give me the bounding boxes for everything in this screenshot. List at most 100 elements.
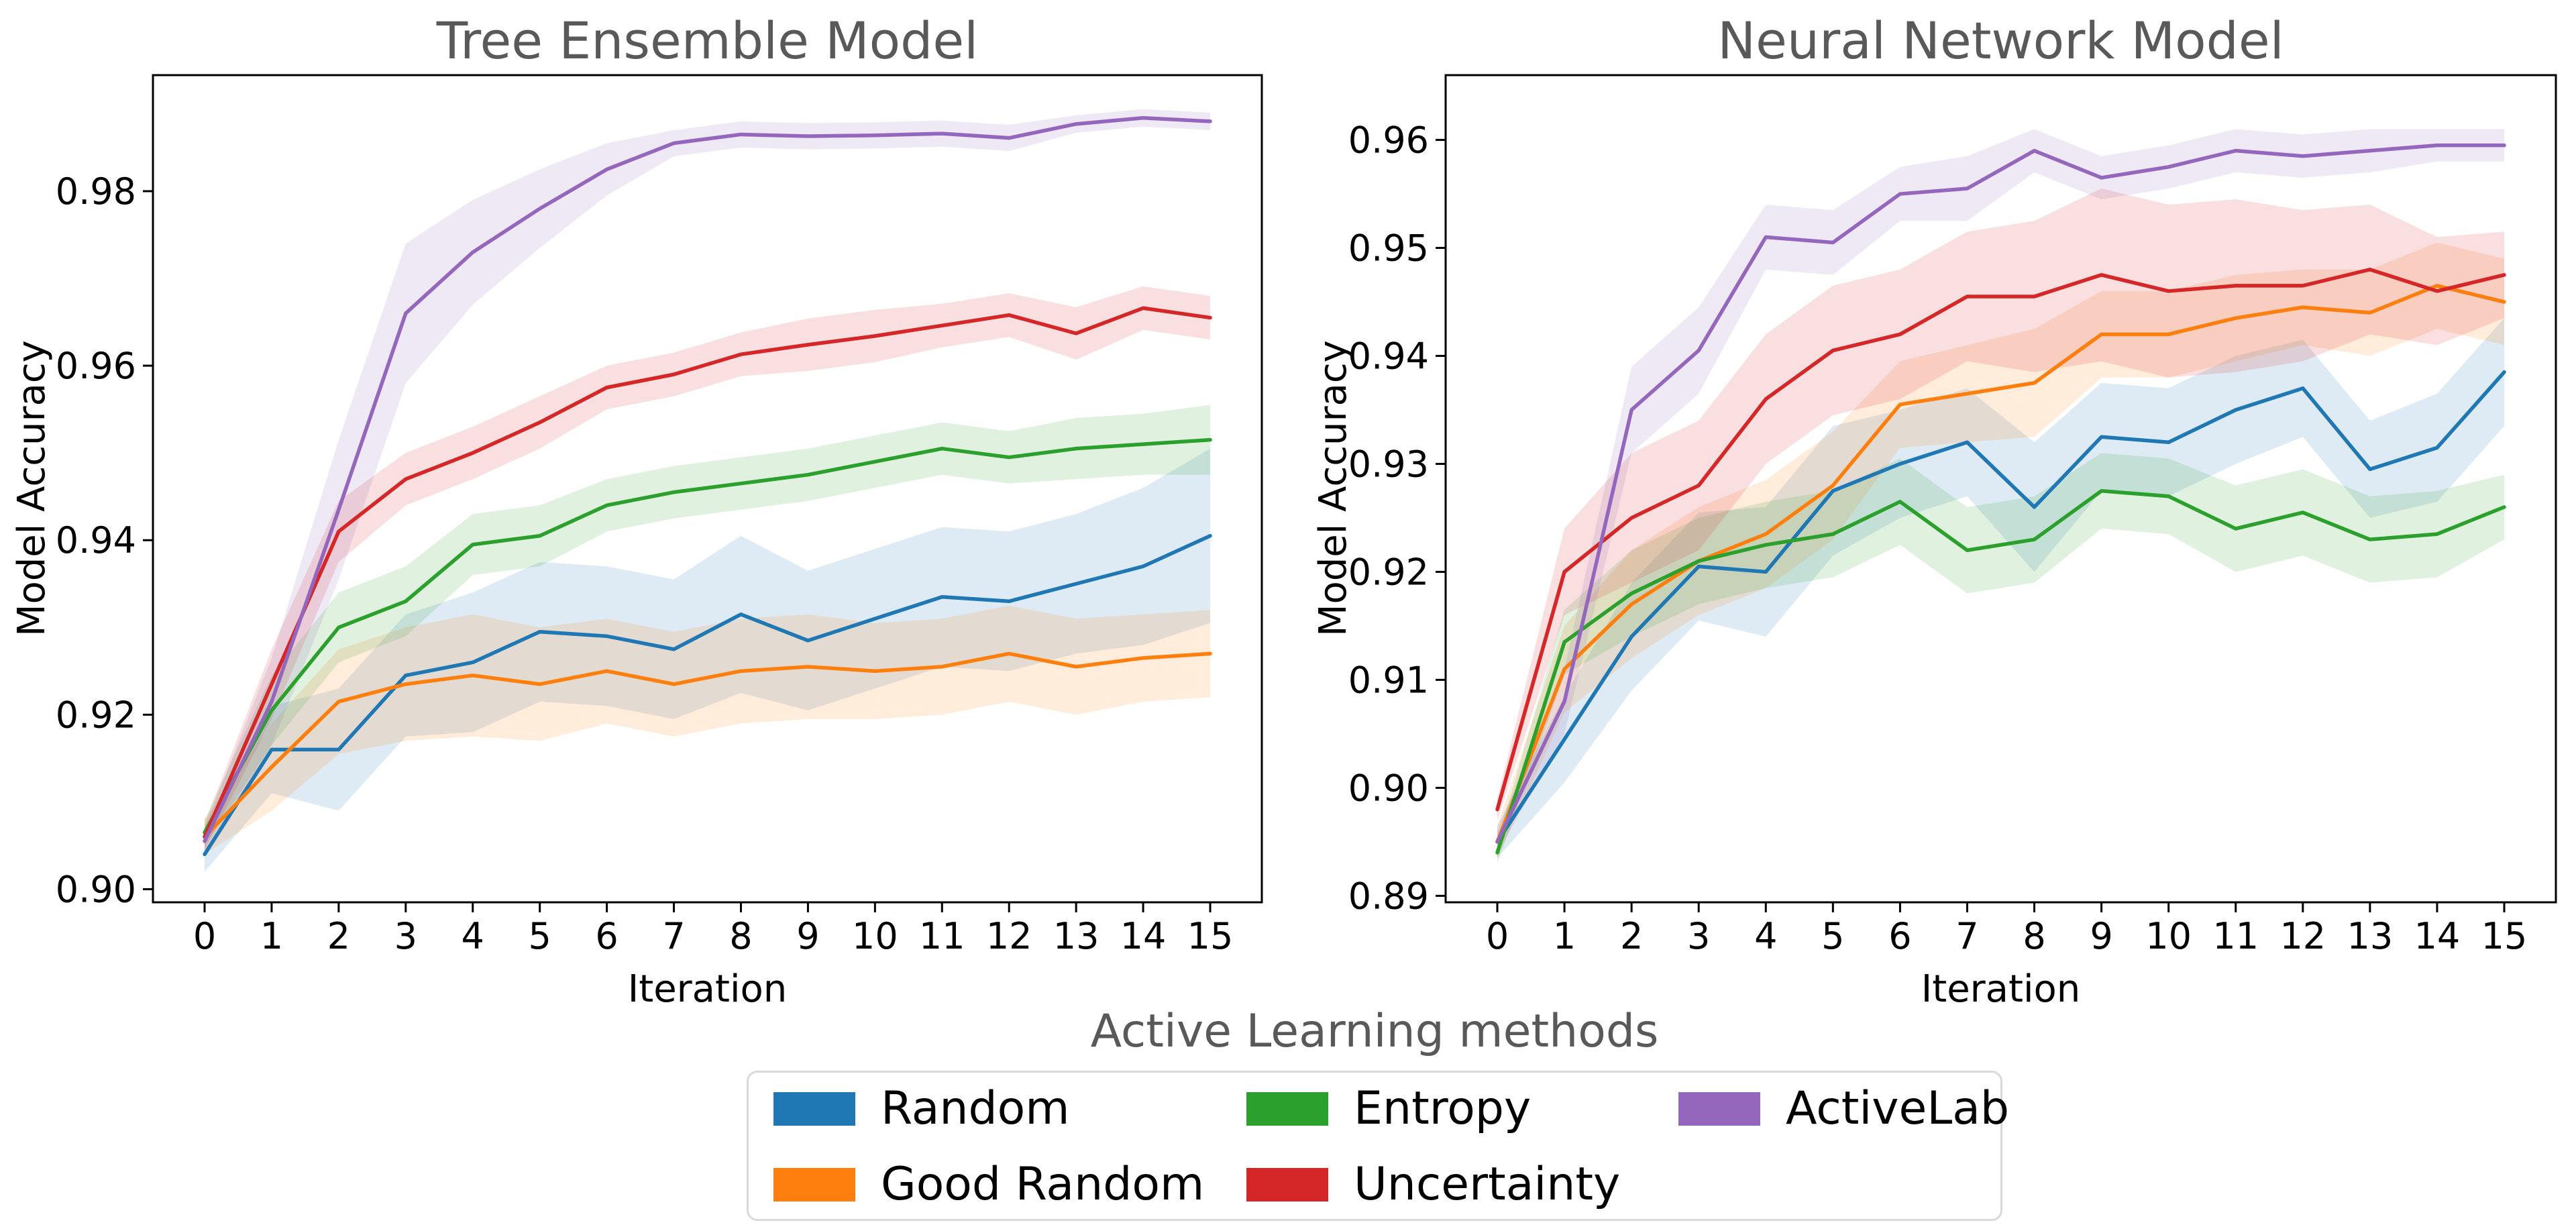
legend-item-label: Entropy [1354,1082,1532,1135]
x-tick-label: 4 [462,915,484,957]
axes-frame [152,74,1263,904]
x-axis-label-right: Iteration [1921,967,2081,1011]
legend-box: Random Good Random Entropy Uncertainty A… [747,1071,2009,1221]
y-tick-label: 0.94 [1348,335,1429,378]
x-tick-label: 15 [1187,915,1234,957]
x-tick-label: 13 [2347,915,2394,957]
x-tick-label: 10 [2145,915,2192,957]
line-good-random [203,651,1212,839]
activelab-swatch [1678,1092,1760,1126]
y-axis-label-left: Model Accuracy [10,340,54,637]
y-tick-label: 0.90 [1348,767,1429,809]
x-tick-label: 2 [1620,915,1643,957]
axes-right: 0 1 2 3 4 5 6 7 8 9 10 11 12 13 14 150.890.900.910.920.… [1348,74,2557,957]
legend-column-1: Random Good Random [773,1082,1205,1211]
x-tick-label: 9 [796,915,819,957]
x-tick-label: 1 [1553,915,1576,957]
x-tick-label: 9 [2090,915,2112,957]
x-tick-label: 3 [1687,915,1710,957]
x-tick-label: 6 [595,915,618,957]
axes-frame [1444,74,2557,904]
x-tick-label: 1 [260,915,283,957]
x-axis-label-left: Iteration [627,967,788,1011]
legend-column-2: Entropy Uncertainty [1246,1082,1621,1211]
x-tick-label: 3 [394,915,417,957]
band-good-random [205,605,1210,855]
band-random [1497,318,2504,859]
y-tick-label: 0.98 [56,170,136,213]
line-uncertainty [203,306,1212,839]
y-tick-label: 0.96 [56,345,136,387]
legend-item-good-random: Good Random [773,1158,1205,1211]
y-tick-label: 0.89 [1348,875,1429,917]
line-uncertainty [1495,267,2506,812]
line-random [1495,370,2506,844]
x-tick-label: 0 [193,915,216,957]
x-tick-label: 8 [2023,915,2045,957]
band-activelab [205,109,1210,855]
legend-item-random: Random [773,1082,1204,1135]
band-entropy [1497,453,2504,864]
x-tick-label: 7 [662,915,685,957]
good-random-swatch [773,1168,855,1201]
line-activelab [203,115,1212,843]
y-axis-ticks: 0.89 0.90 0.91 0.92 0.93 0.94 0.95 0.96 [1348,119,1446,917]
legend-title: Active Learning methods [1090,1005,1659,1058]
x-tick-label: 11 [919,915,965,957]
uncertainty-swatch [1246,1168,1328,1201]
plot-title-tree-ensemble: Tree Ensemble Model [436,11,979,70]
legend-item-uncertainty: Uncertainty [1246,1158,1621,1211]
y-tick-label: 0.91 [1348,659,1429,701]
x-tick-label: 15 [2481,915,2528,957]
legend-item-label: Uncertainty [1354,1158,1621,1211]
random-swatch [773,1092,855,1126]
band-random [205,448,1210,872]
plot-title-neural-network: Neural Network Model [1717,11,2284,70]
legend-column-3: ActiveLab [1678,1082,2010,1135]
y-axis-label-right: Model Accuracy [1311,340,1355,637]
y-tick-label: 0.95 [1348,227,1429,270]
line-entropy [1495,488,2506,855]
y-tick-label: 0.92 [56,694,136,736]
x-tick-label: 2 [327,915,350,957]
y-tick-label: 0.92 [1348,551,1429,593]
x-axis-ticks: 0 1 2 3 4 5 6 7 8 9 10 11 12 13 14 15 [1486,902,2528,957]
legend-item-label: ActiveLab [1786,1082,2010,1135]
x-tick-label: 7 [1955,915,1978,957]
band-uncertainty [205,286,1210,850]
x-tick-label: 8 [729,915,752,957]
legend-item-entropy: Entropy [1246,1082,1620,1135]
x-tick-label: 12 [986,915,1032,957]
legend-item-label: Good Random [881,1158,1205,1211]
line-good-random [1495,284,2506,844]
x-tick-label: 14 [2414,915,2461,957]
confidence-bands [1497,129,2504,864]
x-tick-label: 14 [1120,915,1167,957]
x-tick-label: 11 [2212,915,2259,957]
x-tick-label: 12 [2279,915,2326,957]
legend-item-activelab: ActiveLab [1678,1082,2010,1135]
x-tick-label: 10 [852,915,898,957]
x-tick-label: 5 [528,915,551,957]
x-axis-ticks: 0 1 2 3 4 5 6 7 8 9 10 11 12 13 14 15 [193,902,1234,957]
x-tick-label: 6 [1888,915,1911,957]
line-random [203,533,1212,857]
x-tick-label: 0 [1486,915,1509,957]
band-entropy [205,405,1210,846]
line-entropy [203,437,1212,835]
x-tick-label: 5 [1821,915,1844,957]
series-lines [1495,143,2506,855]
y-tick-label: 0.96 [1348,119,1429,162]
legend-item-label: Random [881,1082,1070,1135]
x-tick-label: 4 [1754,915,1777,957]
line-activelab [1495,143,2506,844]
x-tick-label: 13 [1053,915,1099,957]
axes-left: 0 1 2 3 4 5 6 7 8 9 10 11 12 13 14 150.900.920.940.960.… [56,74,1263,957]
entropy-swatch [1246,1092,1328,1126]
band-good-random [1497,242,2504,859]
y-axis-ticks: 0.90 0.92 0.94 0.96 0.98 [56,170,153,910]
y-tick-label: 0.93 [1348,443,1429,485]
band-uncertainty [1497,189,2504,820]
